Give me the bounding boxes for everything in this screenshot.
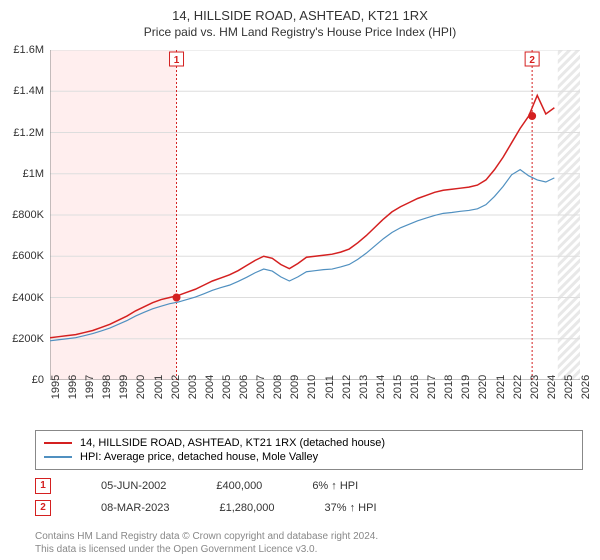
y-tick-label: £1.4M <box>13 85 44 97</box>
chart-svg: 12 <box>50 50 580 380</box>
transaction-price: £1,280,000 <box>219 502 274 514</box>
y-tick-label: £800K <box>12 209 44 221</box>
transaction-date: 05-JUN-2002 <box>101 480 166 492</box>
y-tick-label: £0 <box>32 374 44 386</box>
y-tick-label: £1.6M <box>13 44 44 56</box>
y-tick-label: £1M <box>23 168 44 180</box>
x-axis: 1995199619971998199920002001200220032004… <box>50 385 580 425</box>
svg-text:2: 2 <box>529 55 535 66</box>
x-tick-label: 2007 <box>255 375 267 399</box>
x-tick-label: 2021 <box>495 375 507 399</box>
title-area: 14, HILLSIDE ROAD, ASHTEAD, KT21 1RX Pri… <box>0 0 600 39</box>
x-tick-label: 2003 <box>187 375 199 399</box>
x-tick-label: 2016 <box>409 375 421 399</box>
attribution-line-2: This data is licensed under the Open Gov… <box>35 543 378 556</box>
x-tick-label: 2025 <box>563 375 575 399</box>
x-tick-label: 1996 <box>67 375 79 399</box>
x-tick-label: 2002 <box>170 375 182 399</box>
y-tick-label: £200K <box>12 333 44 345</box>
y-axis: £0£200K£400K£600K£800K£1M£1.2M£1.4M£1.6M <box>0 50 48 380</box>
attribution: Contains HM Land Registry data © Crown c… <box>35 530 378 556</box>
y-tick-label: £600K <box>12 250 44 262</box>
x-tick-label: 2022 <box>512 375 524 399</box>
y-tick-label: £400K <box>12 292 44 304</box>
x-tick-label: 2011 <box>324 375 336 399</box>
x-tick-label: 2001 <box>153 375 165 399</box>
x-tick-label: 2017 <box>426 375 438 399</box>
title-main: 14, HILLSIDE ROAD, ASHTEAD, KT21 1RX <box>0 8 600 23</box>
x-tick-label: 2026 <box>580 375 592 399</box>
transaction-date: 08-MAR-2023 <box>101 502 169 514</box>
transaction-badge: 1 <box>35 478 51 494</box>
x-tick-label: 2004 <box>204 375 216 399</box>
x-tick-label: 2024 <box>546 375 558 399</box>
x-tick-label: 2015 <box>392 375 404 399</box>
legend-label: HPI: Average price, detached house, Mole… <box>80 451 318 463</box>
x-tick-label: 1998 <box>101 375 113 399</box>
x-tick-label: 2000 <box>135 375 147 399</box>
x-tick-label: 2012 <box>341 375 353 399</box>
x-tick-label: 2019 <box>460 375 472 399</box>
transaction-hpi: 37% ↑ HPI <box>325 502 377 514</box>
transaction-row-1: 1 05-JUN-2002 £400,000 6% ↑ HPI <box>35 478 358 494</box>
x-tick-label: 2008 <box>272 375 284 399</box>
transaction-row-2: 2 08-MAR-2023 £1,280,000 37% ↑ HPI <box>35 500 377 516</box>
transaction-price: £400,000 <box>216 480 262 492</box>
marker-badge: 1 <box>170 52 184 66</box>
legend-item: HPI: Average price, detached house, Mole… <box>44 451 574 463</box>
svg-text:1: 1 <box>174 55 180 66</box>
marker-badge: 2 <box>525 52 539 66</box>
x-tick-label: 2009 <box>289 375 301 399</box>
x-tick-label: 1995 <box>50 375 62 399</box>
x-tick-label: 2023 <box>529 375 541 399</box>
legend-swatch <box>44 456 72 458</box>
y-tick-label: £1.2M <box>13 127 44 139</box>
title-sub: Price paid vs. HM Land Registry's House … <box>0 25 600 39</box>
legend-label: 14, HILLSIDE ROAD, ASHTEAD, KT21 1RX (de… <box>80 437 385 449</box>
attribution-line-1: Contains HM Land Registry data © Crown c… <box>35 530 378 543</box>
x-tick-label: 2013 <box>358 375 370 399</box>
legend-box: 14, HILLSIDE ROAD, ASHTEAD, KT21 1RX (de… <box>35 430 583 470</box>
chart-plot-area: 12 <box>50 50 580 380</box>
x-tick-label: 2014 <box>375 375 387 399</box>
transaction-badge: 2 <box>35 500 51 516</box>
legend-swatch <box>44 442 72 444</box>
x-tick-label: 2006 <box>238 375 250 399</box>
chart-container: 14, HILLSIDE ROAD, ASHTEAD, KT21 1RX Pri… <box>0 0 600 560</box>
x-tick-label: 1999 <box>118 375 130 399</box>
x-tick-label: 1997 <box>84 375 96 399</box>
transaction-hpi: 6% ↑ HPI <box>312 480 358 492</box>
x-tick-label: 2018 <box>443 375 455 399</box>
x-tick-label: 2005 <box>221 375 233 399</box>
x-tick-label: 2010 <box>306 375 318 399</box>
x-tick-label: 2020 <box>477 375 489 399</box>
legend-item: 14, HILLSIDE ROAD, ASHTEAD, KT21 1RX (de… <box>44 437 574 449</box>
